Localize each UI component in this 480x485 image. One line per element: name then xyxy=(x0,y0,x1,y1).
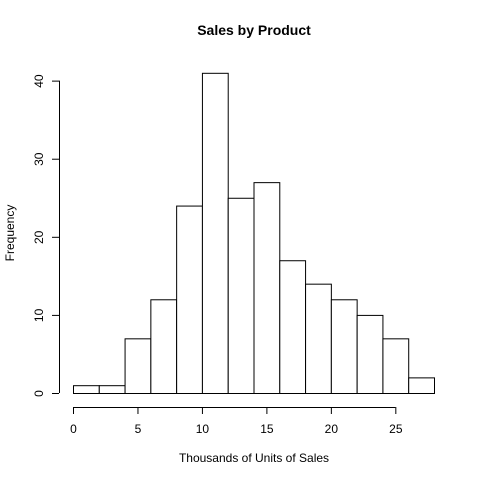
histogram-bar xyxy=(254,183,280,394)
x-tick-label: 20 xyxy=(325,422,339,436)
bars-group xyxy=(74,73,435,393)
histogram-bar xyxy=(99,386,125,394)
x-tick-label: 25 xyxy=(389,422,403,436)
histogram-bar xyxy=(228,198,254,393)
x-axis-label: Thousands of Units of Sales xyxy=(179,451,329,465)
histogram-bar xyxy=(74,386,100,394)
histogram-bar xyxy=(151,300,177,394)
chart-title: Sales by Product xyxy=(197,22,311,38)
y-tick-label: 10 xyxy=(32,308,46,322)
y-tick-label: 40 xyxy=(32,74,46,88)
y-tick-label: 30 xyxy=(32,152,46,166)
histogram-bar xyxy=(280,261,306,394)
histogram-bar xyxy=(177,206,203,393)
y-tick-label: 20 xyxy=(32,230,46,244)
x-axis: 0 5 10 15 20 25 xyxy=(70,407,403,436)
histogram-bar xyxy=(202,73,228,393)
histogram-bar xyxy=(409,378,435,394)
x-tick-label: 5 xyxy=(135,422,142,436)
x-tick-label: 10 xyxy=(196,422,210,436)
histogram-bar xyxy=(125,339,151,394)
histogram-bar xyxy=(331,300,357,394)
histogram-bar xyxy=(306,284,332,393)
y-axis: 0 10 20 30 40 xyxy=(32,74,60,397)
histogram-bar xyxy=(383,339,409,394)
y-tick-label: 0 xyxy=(32,390,46,397)
x-tick-label: 0 xyxy=(70,422,77,436)
histogram-bar xyxy=(357,315,383,393)
x-tick-label: 15 xyxy=(260,422,274,436)
y-axis-label: Frequency xyxy=(3,205,17,262)
